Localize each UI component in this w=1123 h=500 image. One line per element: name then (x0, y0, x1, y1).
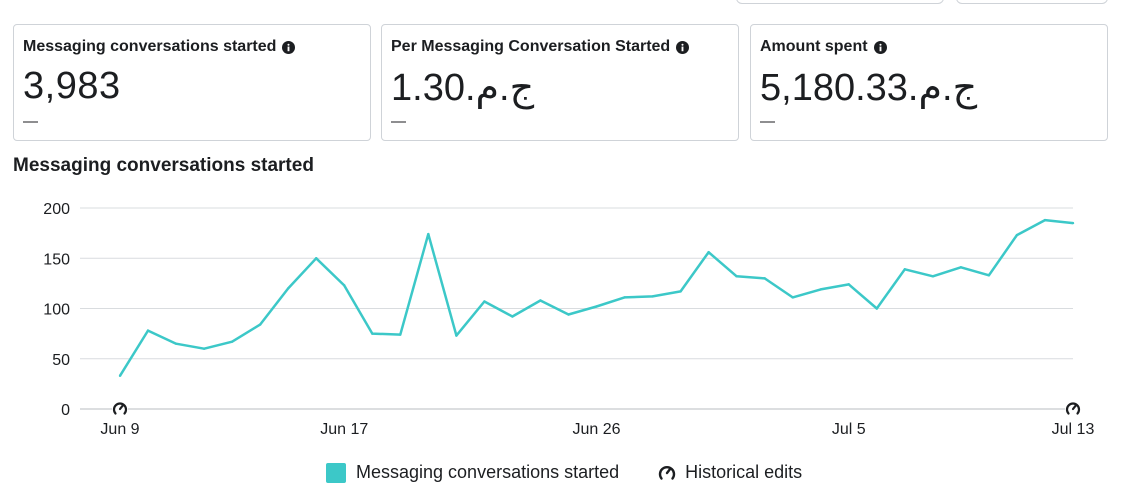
data-point (259, 323, 261, 325)
legend-item-historical-edits[interactable]: Historical edits (657, 462, 802, 483)
y-tick-label: 50 (52, 352, 70, 369)
data-point (651, 295, 653, 297)
data-point (315, 257, 317, 259)
legend-historical-label: Historical edits (685, 462, 802, 483)
data-point (1016, 234, 1018, 236)
data-point (203, 348, 205, 350)
data-point (623, 296, 625, 298)
data-point (147, 329, 149, 331)
data-point (455, 334, 457, 336)
data-point (119, 375, 121, 377)
data-point (567, 313, 569, 315)
data-point (595, 305, 597, 307)
data-point (343, 284, 345, 286)
data-point (792, 296, 794, 298)
x-tick-label: Jun 26 (572, 421, 620, 438)
data-point (988, 274, 990, 276)
x-tick-label: Jun 9 (100, 421, 139, 438)
gauge-edit-icon (657, 463, 677, 483)
historical-edit-marker-icon[interactable] (1065, 401, 1081, 417)
data-point (1072, 222, 1074, 224)
data-point (848, 283, 850, 285)
historical-edit-marker-icon[interactable] (112, 401, 128, 417)
data-point (371, 332, 373, 334)
legend-series-label: Messaging conversations started (356, 462, 619, 483)
data-point (175, 342, 177, 344)
data-point (735, 275, 737, 277)
data-point (876, 307, 878, 309)
y-tick-label: 0 (61, 402, 70, 419)
data-point (483, 300, 485, 302)
data-point (904, 268, 906, 270)
data-point (820, 288, 822, 290)
data-point (427, 233, 429, 235)
data-point (932, 275, 934, 277)
data-point (960, 266, 962, 268)
x-tick-label: Jul 5 (832, 421, 866, 438)
data-point (539, 299, 541, 301)
legend-swatch (326, 463, 346, 483)
data-point (287, 287, 289, 289)
y-tick-label: 100 (43, 302, 70, 319)
data-point (511, 315, 513, 317)
data-point (707, 251, 709, 253)
data-point (679, 290, 681, 292)
data-point (231, 340, 233, 342)
y-tick-label: 200 (43, 201, 70, 218)
data-point (1044, 219, 1046, 221)
data-point (399, 333, 401, 335)
series-line (120, 220, 1073, 376)
data-point (763, 277, 765, 279)
x-tick-label: Jul 13 (1052, 421, 1095, 438)
y-tick-label: 150 (43, 251, 70, 268)
x-tick-label: Jun 17 (320, 421, 368, 438)
chart-legend: Messaging conversations started Historic… (326, 462, 840, 483)
legend-item-series[interactable]: Messaging conversations started (326, 462, 619, 483)
